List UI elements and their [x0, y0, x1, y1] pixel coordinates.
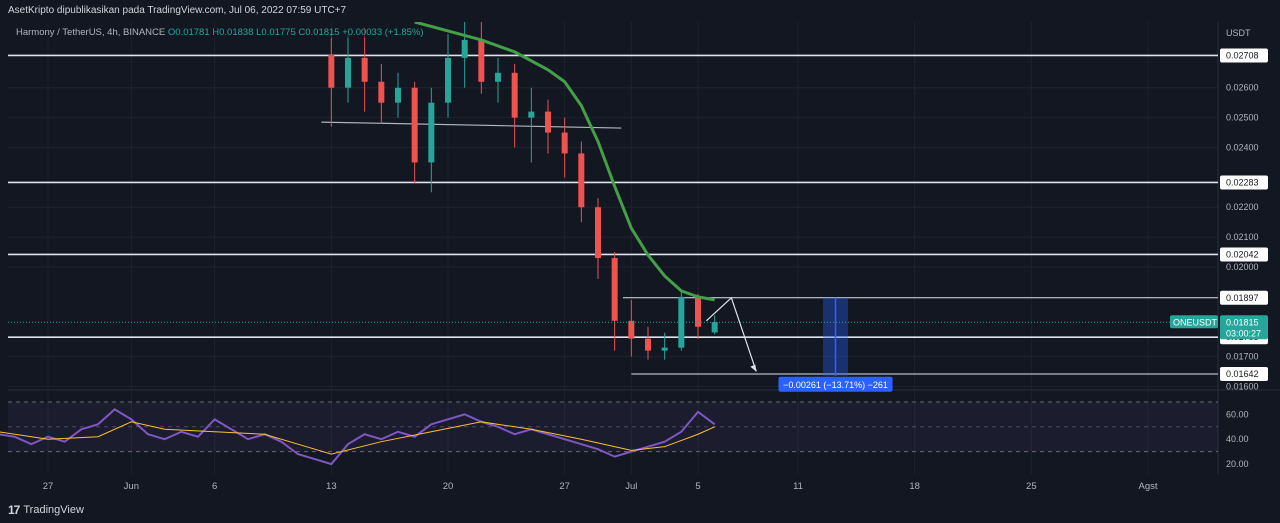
- symbol-name: Harmony / TetherUS, 4h, BINANCE: [16, 27, 166, 38]
- tradingview-brand-text: TradingView: [23, 504, 84, 516]
- candle-body: [445, 57, 451, 103]
- candle-body: [345, 57, 351, 88]
- time-tick-label: 13: [326, 481, 337, 492]
- time-tick-label: 5: [695, 481, 700, 492]
- candle-body: [528, 111, 535, 118]
- candle-body: [511, 72, 518, 118]
- candle-body: [611, 258, 618, 321]
- candle-body: [645, 338, 651, 351]
- candle-body: [661, 347, 668, 351]
- level-price-tag-text: 0.01642: [1226, 369, 1259, 379]
- level-price-tag: [1220, 366, 1268, 381]
- measure-tool: −0.00261 (−13.71%) −261: [778, 297, 893, 392]
- measure-label-text: −0.00261 (−13.71%) −261: [783, 380, 888, 390]
- price-tick-label: 0.02100: [1226, 232, 1259, 242]
- price-tick-label: 0.02600: [1226, 83, 1259, 93]
- last-price-symbol-tag: [1170, 315, 1218, 329]
- horizontal-levels: [8, 54, 1218, 375]
- candle-body: [428, 102, 435, 163]
- time-tick-label: Jun: [124, 481, 139, 492]
- time-tick-label: 27: [559, 481, 570, 492]
- rsi-tick-label: 20.00: [1226, 459, 1249, 469]
- price-tick-label: 0.01600: [1226, 382, 1259, 392]
- time-tick-label: Agst: [1138, 481, 1157, 492]
- rsi-ma-line: [0, 421, 715, 455]
- tradingview-logo[interactable]: 17 TradingView: [8, 503, 84, 517]
- candle-body: [595, 207, 601, 259]
- time-tick-label: 11: [793, 481, 803, 492]
- last-price-countdown: 03:00:27: [1226, 328, 1261, 338]
- price-tick-label: 0.02200: [1226, 202, 1259, 212]
- projection-path-layer: [705, 296, 757, 372]
- price-tick-label: 0.02000: [1226, 262, 1259, 272]
- candle-body: [545, 111, 551, 133]
- ohlc-close: C0.01815: [298, 27, 340, 38]
- tradingview-logo-icon: 17: [8, 503, 20, 517]
- candle-body: [461, 39, 468, 58]
- candle-body: [578, 153, 585, 208]
- candle-body: [695, 296, 701, 327]
- rsi-tick-label: 60.00: [1226, 409, 1249, 419]
- level-price-tag: [1220, 290, 1268, 305]
- time-tick-label: Jul: [625, 481, 637, 492]
- candle-body: [678, 296, 685, 348]
- trend-line: [321, 121, 622, 129]
- price-tick-label: 0.02500: [1226, 113, 1259, 123]
- moving-average-layer: [414, 20, 715, 302]
- candle-body: [495, 72, 501, 82]
- candle-body: [378, 81, 385, 103]
- candle-body: [395, 87, 401, 103]
- level-price-tag: [1220, 48, 1268, 63]
- price-change: +0.00033 (+1.85%): [342, 27, 424, 38]
- price-tick-label: 0.02400: [1226, 142, 1259, 152]
- measure-label-box: [778, 376, 893, 392]
- price-axis-currency: USDT: [1226, 28, 1251, 38]
- level-price-tag-text: 0.02283: [1226, 177, 1259, 187]
- ohlc-open: O0.01781: [167, 27, 210, 38]
- level-price-tag-text: 0.02042: [1226, 249, 1259, 259]
- candle-body: [711, 322, 718, 333]
- level-price-tag: [1220, 247, 1268, 262]
- candle-body: [411, 87, 418, 163]
- publish-header: AsetKripto dipublikasikan pada TradingVi…: [0, 0, 1280, 22]
- candle-series: [328, 22, 718, 360]
- rsi-line: [0, 408, 716, 466]
- trend-line-layer: [321, 121, 622, 129]
- projection-path: [705, 296, 757, 372]
- price-axis: USDT 0.02600 0.02500 0.02400 0.02200 0.02100 0…: [8, 28, 1268, 392]
- time-tick-label: 6: [212, 481, 217, 492]
- time-tick-label: 25: [1026, 481, 1037, 492]
- level-price-tag: [1220, 175, 1268, 190]
- time-tick-label: 18: [909, 481, 920, 492]
- level-price-tag-text: 0.02708: [1226, 50, 1259, 60]
- time-tick-label: 20: [443, 481, 454, 492]
- footer-bar: [0, 496, 1280, 523]
- candle-body: [328, 54, 335, 88]
- candle-body: [561, 132, 568, 154]
- rsi-tick-label: 40.00: [1226, 434, 1249, 444]
- rsi-band-background: [8, 401, 1218, 452]
- last-price-tag: [1220, 315, 1268, 340]
- candle-body: [628, 320, 635, 339]
- moving-average-line: [414, 20, 715, 302]
- candle-body: [478, 39, 485, 82]
- ohlc-low: L0.01775: [256, 27, 296, 38]
- candle-body: [361, 57, 368, 82]
- price-tick-label: 0.01700: [1226, 352, 1259, 362]
- last-price-symbol: ONEUSDT: [1173, 317, 1218, 327]
- time-axis: 27 Jun 6 13 20 27 Jul 5 11 18 25 Agst: [43, 481, 1158, 492]
- time-tick-label: 27: [43, 481, 54, 492]
- ohlc-high: H0.01838: [212, 27, 254, 38]
- symbol-legend[interactable]: Harmony / TetherUS, 4h, BINANCE O0.01781…: [14, 27, 426, 38]
- projection-arrowhead: [750, 364, 757, 372]
- rsi-pane: 60.00 40.00 20.00: [0, 401, 1249, 469]
- last-price-value: 0.01815: [1226, 317, 1259, 327]
- level-price-tag-text: 0.01897: [1226, 293, 1259, 303]
